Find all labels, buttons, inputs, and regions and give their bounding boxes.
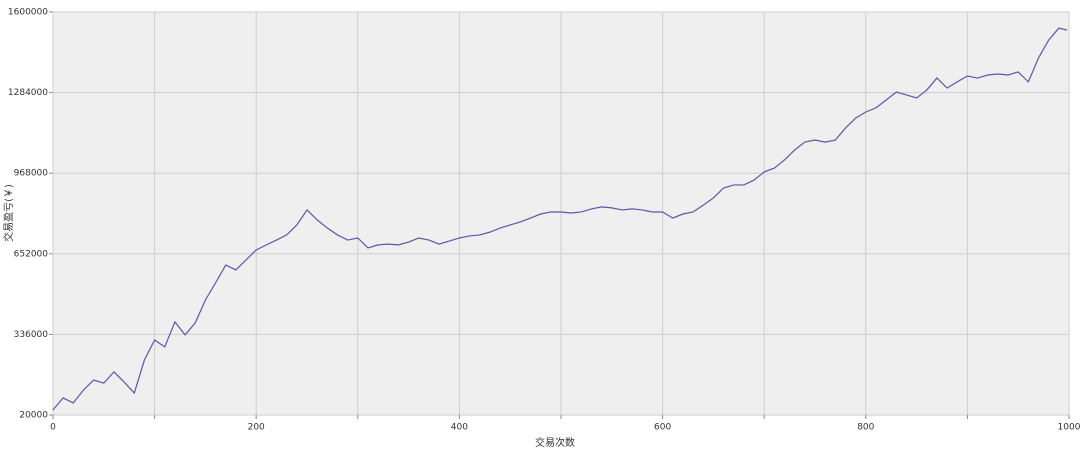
y-tick-label: 1284000 bbox=[8, 88, 48, 98]
y-axis-title: 交易盈亏(￥) bbox=[2, 184, 15, 242]
x-tick-label: 800 bbox=[857, 423, 874, 433]
x-tick-label: 1000 bbox=[1058, 423, 1080, 433]
y-tick-label: 336000 bbox=[14, 330, 49, 340]
data-line bbox=[52, 27, 1068, 411]
y-tick-label: 1600000 bbox=[8, 8, 48, 18]
x-tick-label: 200 bbox=[248, 423, 265, 433]
y-tick-label: 968000 bbox=[14, 169, 49, 179]
x-tick-label: 400 bbox=[451, 423, 468, 433]
x-tick-label: 0 bbox=[50, 423, 56, 433]
x-axis-title: 交易次数 bbox=[535, 436, 575, 449]
y-tick-label: 20000 bbox=[19, 411, 48, 421]
x-tick-label: 600 bbox=[654, 423, 671, 433]
y-tick-label: 652000 bbox=[14, 249, 49, 259]
